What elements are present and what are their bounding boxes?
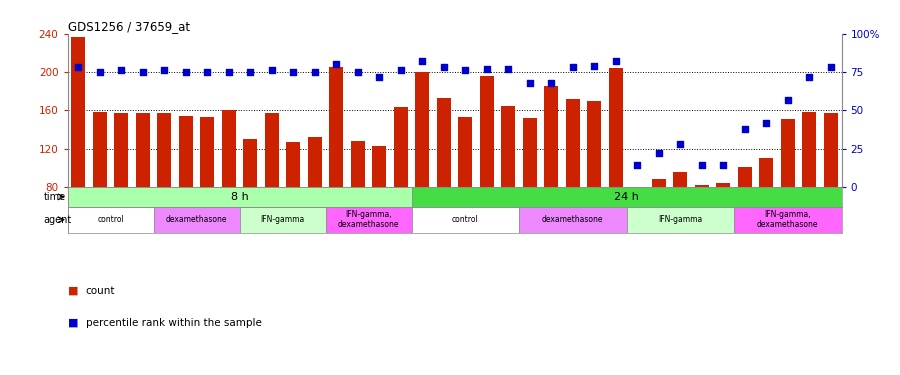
Point — [436, 64, 451, 70]
Point — [200, 69, 214, 75]
Text: ■: ■ — [68, 318, 78, 327]
Bar — [802, 112, 816, 187]
Bar — [734, 207, 842, 232]
Bar — [326, 207, 411, 232]
Point — [738, 126, 752, 132]
Text: time: time — [44, 192, 66, 202]
Point — [544, 80, 558, 86]
Point — [565, 64, 580, 70]
Bar — [221, 110, 236, 187]
Text: dexamethasone: dexamethasone — [166, 215, 227, 224]
Point — [351, 69, 365, 75]
Bar — [114, 113, 128, 187]
Text: control: control — [452, 215, 479, 224]
Point — [802, 74, 816, 80]
Bar — [373, 146, 386, 187]
Bar — [716, 183, 730, 187]
Point — [824, 64, 838, 70]
Point — [178, 69, 193, 75]
Bar — [93, 112, 107, 187]
Bar — [519, 207, 626, 232]
Bar — [760, 158, 773, 187]
Bar — [523, 118, 536, 187]
Bar — [329, 67, 343, 187]
Text: IFN-gamma,
dexamethasone: IFN-gamma, dexamethasone — [338, 210, 400, 230]
Point — [93, 69, 107, 75]
Point — [265, 68, 279, 74]
Point — [71, 64, 86, 70]
Point — [393, 68, 408, 74]
Text: 24 h: 24 h — [614, 192, 639, 202]
Text: IFN-gamma: IFN-gamma — [658, 215, 702, 224]
Bar — [652, 179, 666, 187]
Bar — [501, 106, 515, 187]
Text: IFN-gamma,
dexamethasone: IFN-gamma, dexamethasone — [757, 210, 818, 230]
Bar — [158, 113, 171, 187]
Text: agent: agent — [44, 215, 72, 225]
Bar — [626, 207, 734, 232]
Point — [136, 69, 150, 75]
Bar — [436, 98, 451, 187]
Bar — [286, 142, 301, 187]
Bar — [411, 187, 842, 207]
Point — [372, 74, 386, 80]
Point — [286, 69, 301, 75]
Point — [114, 68, 129, 74]
Bar — [544, 86, 558, 187]
Bar — [308, 137, 321, 187]
Bar — [243, 139, 257, 187]
Text: ■: ■ — [68, 286, 78, 296]
Text: control: control — [97, 215, 124, 224]
Point — [415, 58, 429, 64]
Bar — [265, 113, 279, 187]
Bar — [411, 207, 519, 232]
Bar — [738, 167, 752, 187]
Text: IFN-gamma: IFN-gamma — [260, 215, 304, 224]
Point — [308, 69, 322, 75]
Bar — [71, 37, 86, 187]
Point — [630, 162, 644, 168]
Bar — [695, 185, 708, 187]
Bar — [68, 187, 411, 207]
Point — [652, 150, 666, 156]
Text: dexamethasone: dexamethasone — [542, 215, 604, 224]
Point — [759, 120, 773, 126]
Bar — [673, 171, 688, 187]
Point — [221, 69, 236, 75]
Bar — [480, 76, 494, 187]
Bar — [239, 207, 326, 232]
Bar — [824, 113, 838, 187]
Point — [329, 62, 344, 68]
Bar — [781, 119, 795, 187]
Point — [243, 69, 257, 75]
Bar — [68, 207, 154, 232]
Point — [695, 162, 709, 168]
Bar — [136, 113, 149, 187]
Text: count: count — [86, 286, 115, 296]
Point — [157, 68, 171, 74]
Point — [587, 63, 601, 69]
Point — [458, 68, 473, 74]
Point — [716, 162, 731, 168]
Bar — [566, 99, 580, 187]
Bar — [201, 117, 214, 187]
Bar — [154, 207, 239, 232]
Bar — [415, 72, 429, 187]
Point — [480, 66, 494, 72]
Point — [608, 58, 623, 64]
Point — [780, 97, 795, 103]
Text: 8 h: 8 h — [230, 192, 248, 202]
Point — [673, 141, 688, 147]
Bar — [608, 68, 623, 187]
Bar — [458, 117, 473, 187]
Text: GDS1256 / 37659_at: GDS1256 / 37659_at — [68, 20, 190, 33]
Point — [501, 66, 516, 72]
Bar — [394, 107, 408, 187]
Bar — [179, 116, 193, 187]
Bar — [588, 101, 601, 187]
Point — [523, 80, 537, 86]
Text: percentile rank within the sample: percentile rank within the sample — [86, 318, 261, 327]
Bar — [351, 141, 364, 187]
